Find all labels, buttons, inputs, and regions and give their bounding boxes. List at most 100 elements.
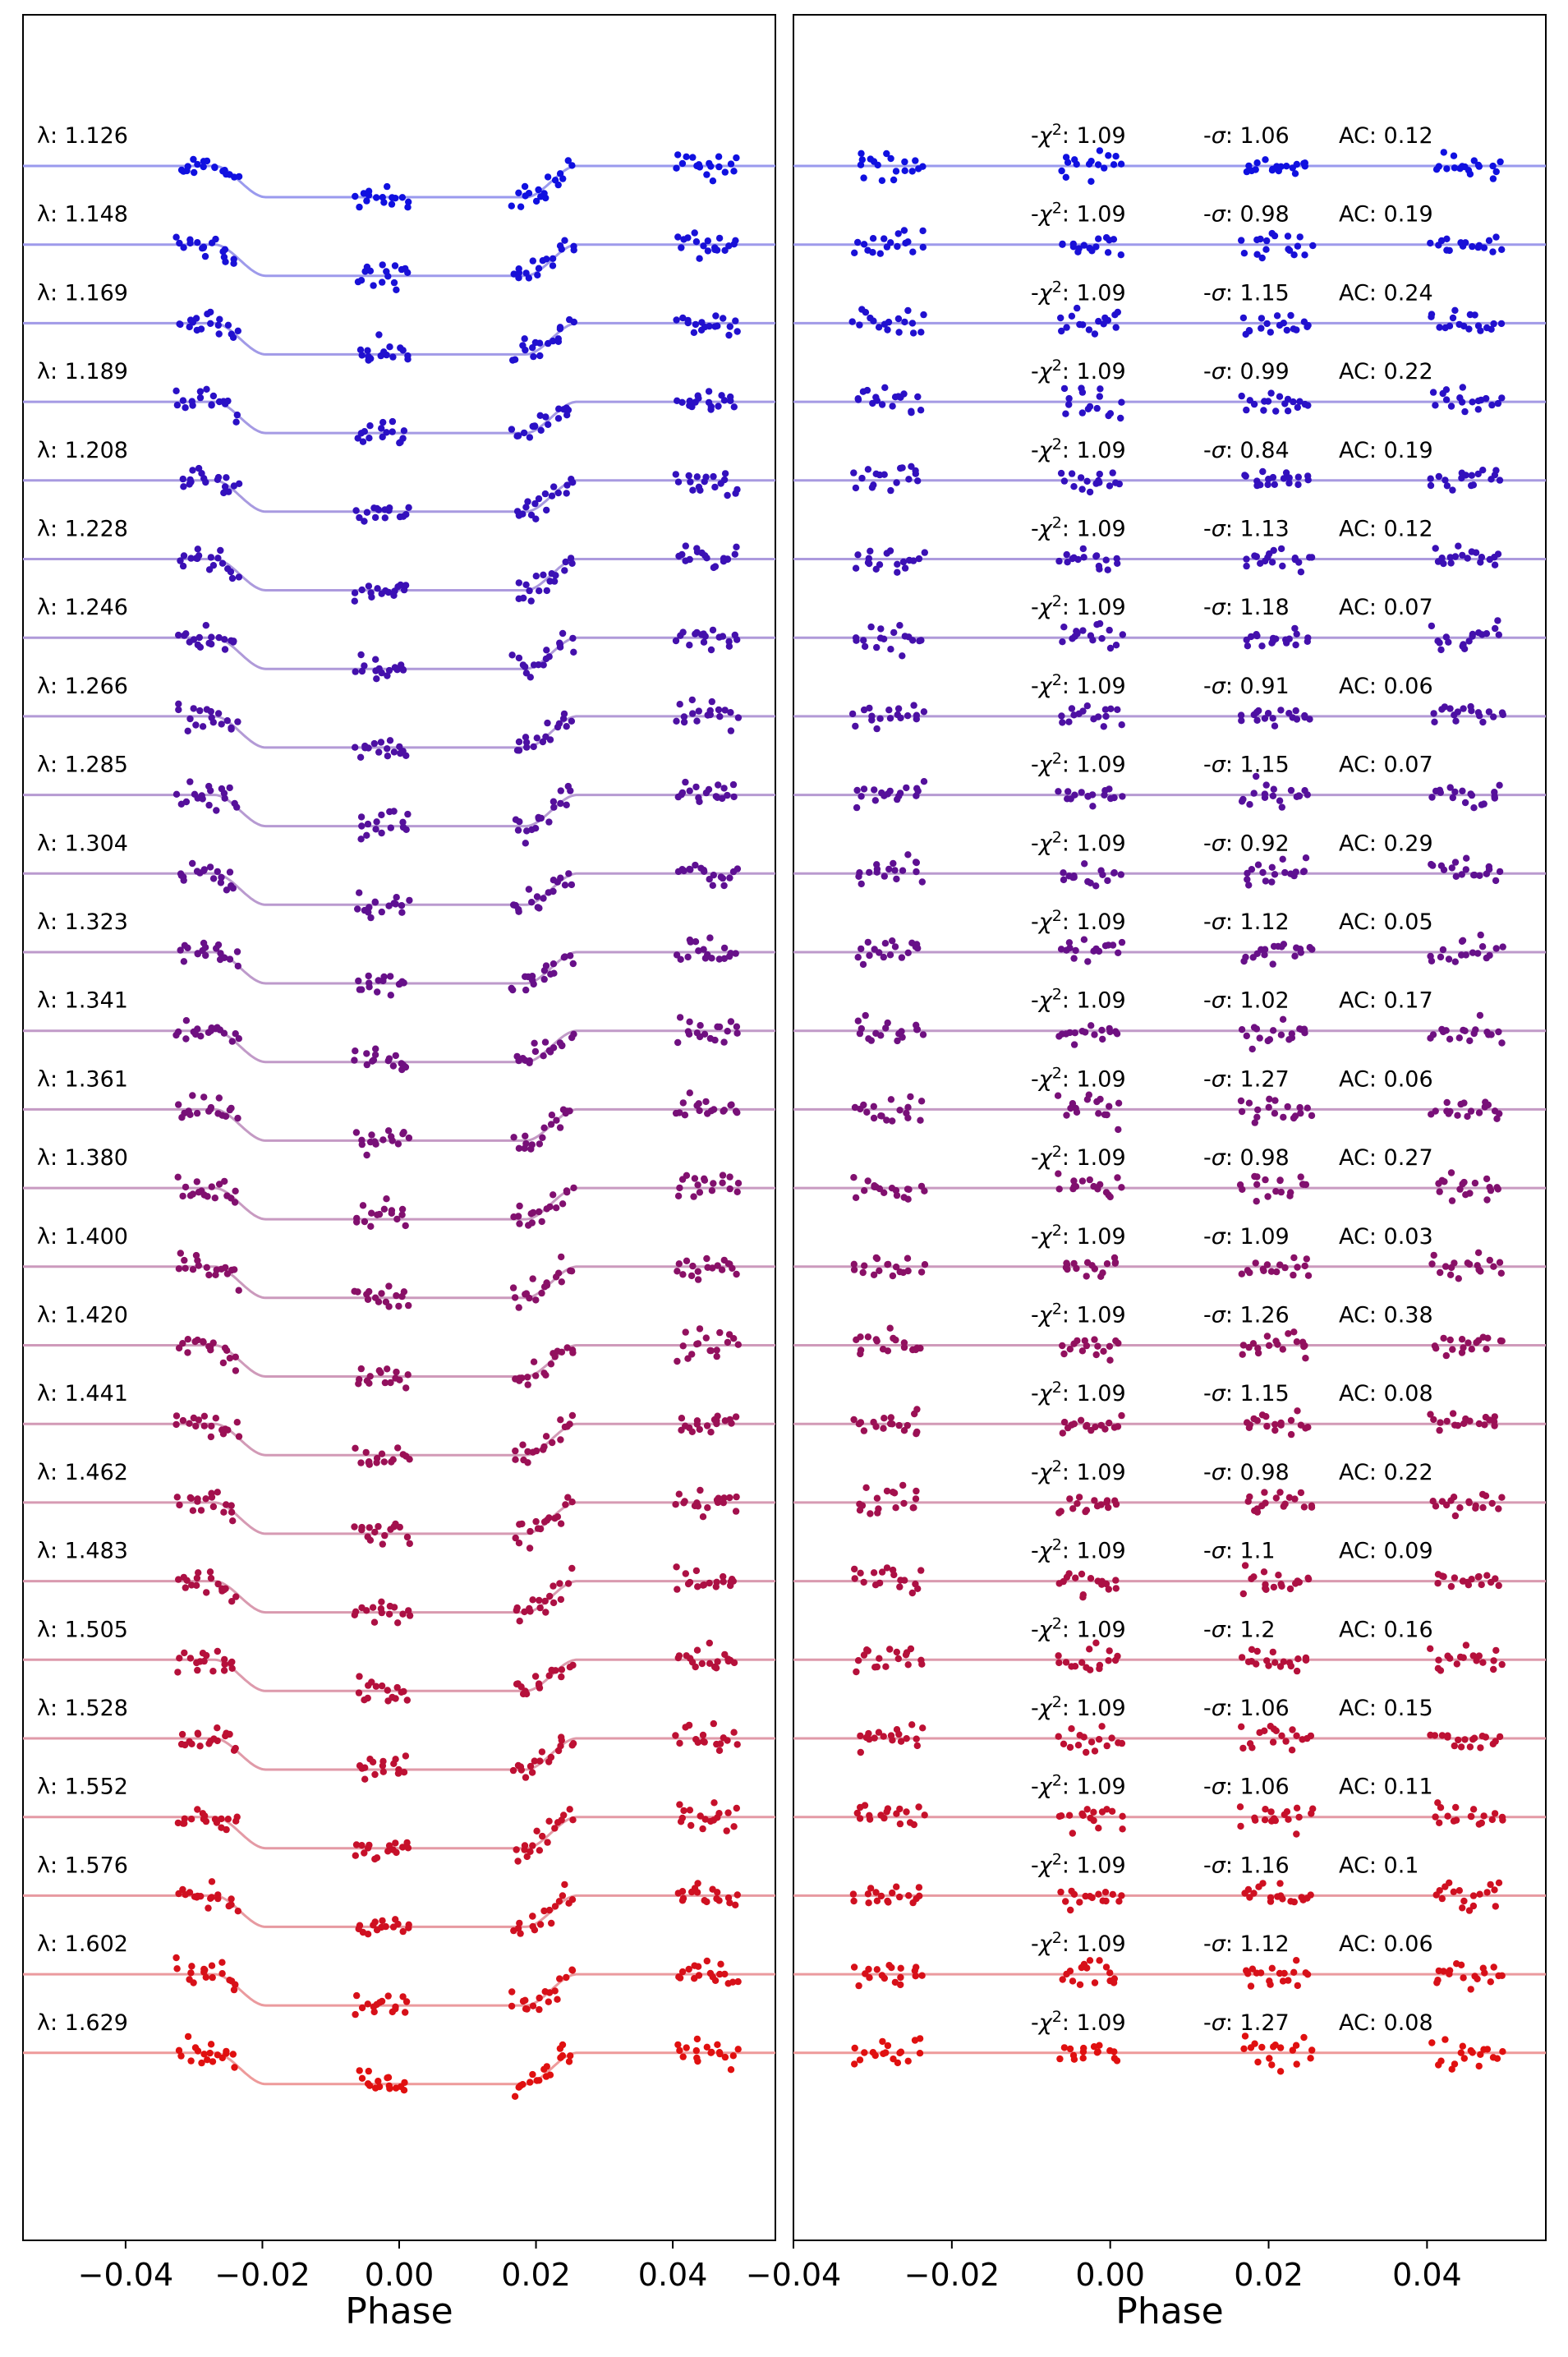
data-point (1454, 1422, 1462, 1429)
data-point (186, 715, 194, 723)
data-point (393, 1291, 400, 1300)
x-axis-label: Phase (345, 2290, 453, 2332)
data-point (883, 1487, 891, 1495)
data-point (1079, 545, 1087, 553)
data-point (356, 889, 363, 896)
data-point (399, 1844, 407, 1851)
data-point (526, 1059, 533, 1067)
data-point (199, 1810, 207, 1817)
data-point (235, 1035, 242, 1043)
data-point (545, 1817, 553, 1825)
data-point (1469, 398, 1476, 406)
data-point (873, 1337, 881, 1345)
data-point (515, 1144, 523, 1153)
data-point (217, 950, 224, 957)
data-point (202, 1495, 209, 1503)
data-point (355, 977, 362, 985)
data-point (536, 1847, 544, 1854)
data-point (367, 355, 375, 362)
data-point (694, 1583, 701, 1591)
data-point (1446, 1970, 1453, 1977)
data-point (207, 787, 214, 794)
data-point (1451, 958, 1460, 965)
data-point (1459, 384, 1467, 391)
data-point (854, 1017, 862, 1024)
data-point (1065, 401, 1073, 408)
data-point (1481, 1421, 1488, 1429)
data-point (208, 1494, 216, 1501)
data-point (366, 435, 373, 442)
data-point (727, 950, 734, 957)
data-point (719, 1179, 726, 1187)
data-point (1284, 1103, 1291, 1111)
data-point (1465, 325, 1473, 333)
data-point (532, 1447, 540, 1455)
data-point (1059, 638, 1066, 646)
data-point (712, 1583, 720, 1591)
data-point (543, 587, 550, 595)
data-point (1280, 475, 1288, 482)
data-point (733, 865, 742, 872)
x-tick-label: 0.02 (501, 2257, 571, 2293)
data-point (1253, 1417, 1262, 1425)
data-point (1238, 392, 1245, 400)
data-point (866, 1974, 873, 1982)
data-point (551, 1903, 559, 1910)
data-point (868, 716, 876, 724)
data-point (1467, 1107, 1475, 1115)
data-point (1272, 635, 1280, 642)
data-point (921, 1187, 928, 1195)
data-point (688, 1351, 696, 1358)
data-point (402, 826, 410, 833)
data-point (706, 1347, 714, 1355)
data-point (387, 1379, 394, 1387)
data-point (214, 1737, 221, 1745)
data-point (672, 471, 679, 478)
data-point (727, 727, 735, 734)
data-point (189, 1190, 196, 1198)
data-point (1278, 943, 1285, 951)
data-point (187, 1969, 195, 1977)
data-point (193, 1109, 201, 1117)
ac-annotation: AC: 0.05 (1339, 909, 1433, 935)
data-point (1429, 1031, 1437, 1038)
data-point (207, 554, 215, 561)
data-point (570, 246, 577, 254)
data-point (715, 633, 723, 641)
data-point (215, 1094, 223, 1102)
data-point (1106, 1103, 1113, 1110)
data-point (1430, 1416, 1437, 1424)
data-point (714, 1262, 721, 1269)
data-point (917, 1098, 926, 1105)
data-point (1266, 1977, 1273, 1985)
data-point (679, 314, 687, 322)
data-point (714, 1658, 721, 1665)
data-point (203, 1589, 210, 1596)
data-point (1117, 414, 1124, 422)
data-point (1492, 1903, 1500, 1910)
data-point (710, 872, 717, 879)
data-point (356, 203, 363, 211)
data-point (522, 986, 530, 994)
data-point (1238, 1270, 1246, 1277)
data-point (1439, 946, 1447, 954)
chi2-annotation: -χ2: 1.09 (1031, 1850, 1126, 1878)
data-point (914, 477, 922, 485)
data-point (1491, 794, 1499, 802)
data-point (1451, 1259, 1458, 1267)
data-point (526, 1527, 534, 1535)
data-point (1290, 398, 1297, 406)
data-point (197, 325, 205, 333)
data-point (513, 1052, 521, 1061)
data-point (1284, 407, 1292, 415)
data-point (726, 874, 733, 882)
data-point (913, 1344, 921, 1352)
data-point (404, 1371, 412, 1379)
data-point (384, 753, 392, 760)
data-point (679, 2053, 687, 2060)
data-point (883, 1564, 891, 1572)
data-point (727, 2066, 735, 2074)
data-point (733, 1029, 741, 1037)
data-point (1499, 2048, 1506, 2055)
data-point (1091, 1031, 1098, 1038)
